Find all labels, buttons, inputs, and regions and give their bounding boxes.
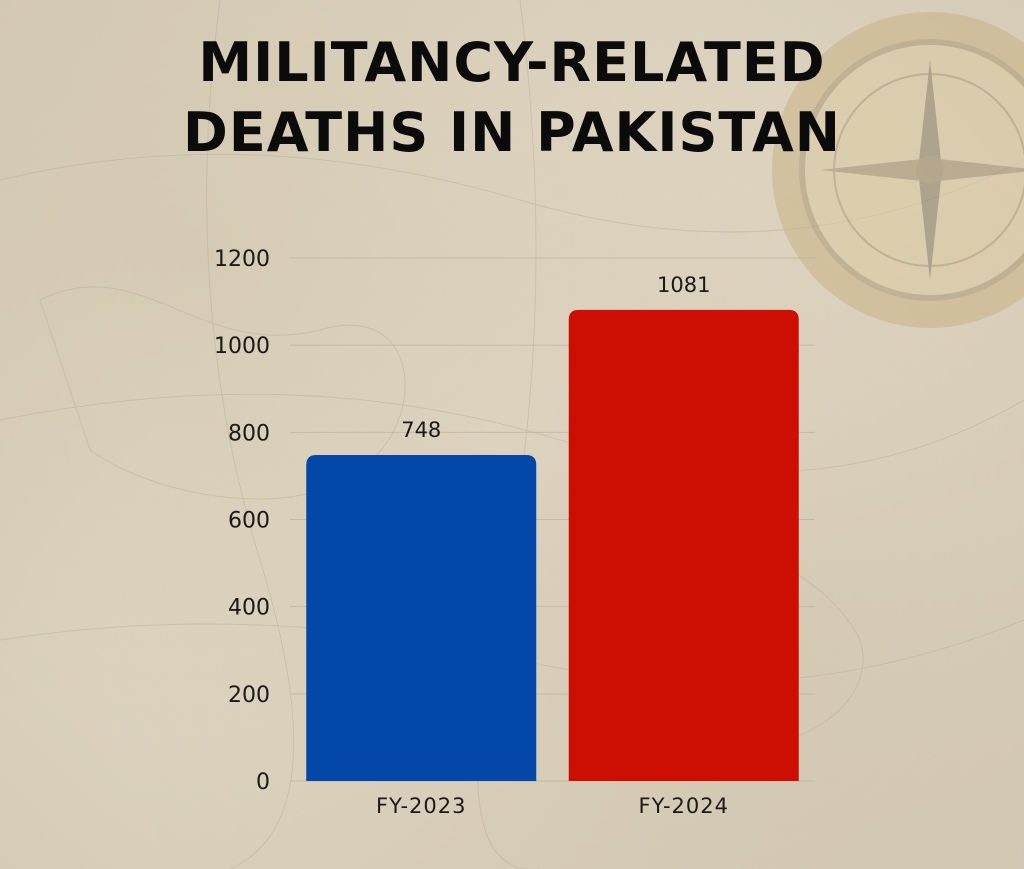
chart-title: MILITANCY-RELATED DEATHS IN PAKISTAN — [0, 28, 1024, 168]
compass-icon — [772, 12, 1024, 328]
y-tick-label: 200 — [228, 683, 270, 708]
y-axis: 0 200 400 600 800 1000 1200 — [214, 247, 270, 795]
title-line-1: MILITANCY-RELATED — [198, 31, 826, 94]
x-axis: FY-2023 FY-2024 — [376, 794, 729, 818]
y-tick-label: 400 — [228, 596, 270, 621]
data-label: 748 — [401, 418, 441, 442]
data-labels: 748 1081 — [401, 273, 710, 442]
y-tick-label: 1000 — [214, 334, 270, 359]
bar-fy-2024 — [568, 309, 799, 781]
bars — [306, 309, 799, 781]
data-label: 1081 — [657, 273, 710, 297]
y-tick-label: 800 — [228, 421, 270, 446]
y-tick-label: 600 — [228, 509, 270, 534]
y-tick-label: 0 — [256, 770, 270, 795]
x-category-label: FY-2023 — [376, 794, 466, 818]
title-line-2: DEATHS IN PAKISTAN — [183, 101, 841, 164]
bar-fy-2023 — [306, 454, 537, 781]
y-tick-label: 1200 — [214, 247, 270, 272]
x-category-label: FY-2024 — [639, 794, 729, 818]
